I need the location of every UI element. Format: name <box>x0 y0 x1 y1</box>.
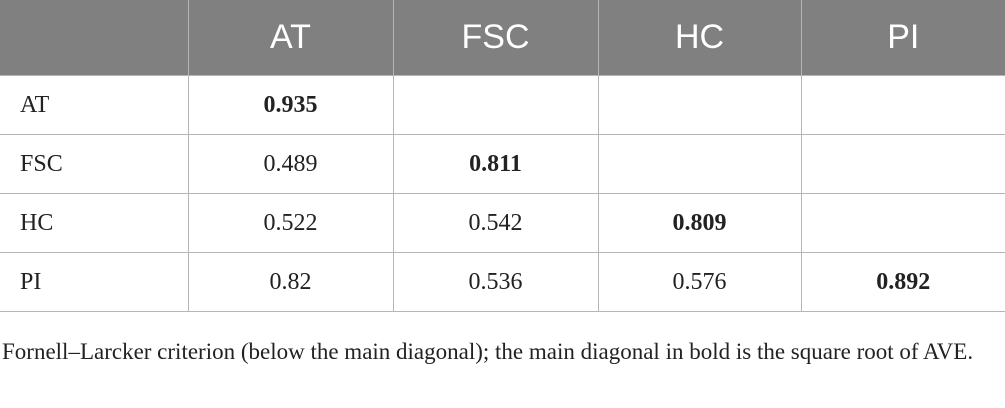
table-row-at: AT 0.935 <box>0 75 1005 135</box>
table-cell: 0.82 <box>187 252 394 312</box>
table-row-fsc: FSC 0.489 0.811 <box>0 134 1005 194</box>
table-cell <box>800 134 1005 194</box>
table-footnote: Fornell–Larcker criterion (below the mai… <box>2 339 974 364</box>
diagonal-cell: 0.892 <box>800 252 1005 312</box>
row-label: HC <box>0 193 189 253</box>
header-row: AT FSC HC PI <box>0 0 1005 76</box>
table-cell <box>392 75 599 135</box>
table-cell <box>800 75 1005 135</box>
header-fsc: FSC <box>392 0 599 76</box>
diagonal-cell: 0.809 <box>597 193 802 253</box>
row-label: AT <box>0 75 189 135</box>
header-pi: PI <box>800 0 1005 76</box>
fornell-larcker-table: AT FSC HC PI AT 0.935 FSC 0.489 0.811 HC… <box>0 0 1005 312</box>
table-row-pi: PI 0.82 0.536 0.576 0.892 <box>0 252 1005 312</box>
table-cell <box>800 193 1005 253</box>
table-cell <box>597 75 802 135</box>
table-cell: 0.576 <box>597 252 802 312</box>
table-cell <box>597 134 802 194</box>
row-label: PI <box>0 252 189 312</box>
table-row-hc: HC 0.522 0.542 0.809 <box>0 193 1005 253</box>
header-at: AT <box>187 0 394 76</box>
header-corner <box>0 0 189 76</box>
table-cell: 0.489 <box>187 134 394 194</box>
diagonal-cell: 0.811 <box>392 134 599 194</box>
table-cell: 0.522 <box>187 193 394 253</box>
table-cell: 0.536 <box>392 252 599 312</box>
header-hc: HC <box>597 0 802 76</box>
table-cell: 0.542 <box>392 193 599 253</box>
diagonal-cell: 0.935 <box>187 75 394 135</box>
row-label: FSC <box>0 134 189 194</box>
